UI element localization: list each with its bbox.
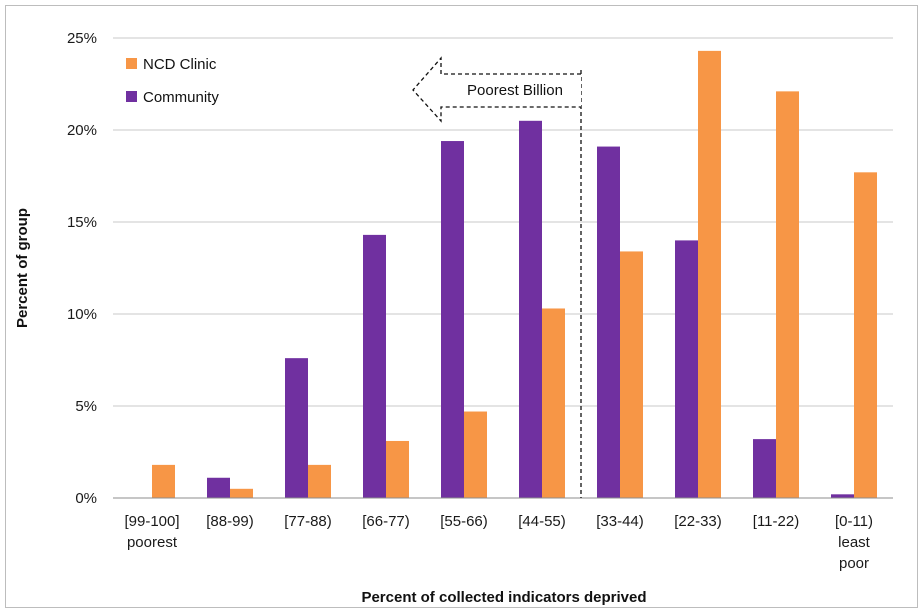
y-tick-label: 0% — [75, 490, 97, 507]
x-tick-labels: [99-100] poorest [88-99) [77-88) [66-77) [55-… — [124, 513, 873, 572]
bar-community-9 — [831, 494, 854, 498]
poorest-billion-label: Poorest Billion — [467, 82, 563, 99]
bar-ncd-clinic-4 — [464, 411, 487, 498]
x-tick-label: poorest — [127, 534, 178, 551]
y-tick-label: 15% — [67, 214, 97, 231]
poorest-billion-arrow — [412, 56, 581, 123]
bar-ncd-clinic-2 — [308, 464, 331, 498]
x-tick-label: [33-44) — [596, 513, 644, 530]
bar-community-3 — [363, 234, 386, 498]
legend-swatch-ncd-clinic — [126, 58, 137, 69]
x-tick-label: [66-77) — [362, 513, 410, 530]
x-tick-label: [77-88) — [284, 513, 332, 530]
bar-ncd-clinic-9 — [854, 172, 877, 498]
x-tick-label: [99-100] — [124, 513, 179, 530]
x-tick-label: [55-66) — [440, 513, 488, 530]
x-axis-title: Percent of collected indicators deprived — [361, 589, 646, 606]
legend: NCD Clinic Community — [126, 56, 219, 106]
bar-ncd-clinic-7 — [698, 50, 721, 498]
y-tick-label: 25% — [67, 30, 97, 47]
y-tick-label: 10% — [67, 306, 97, 323]
bar-ncd-clinic-0 — [152, 464, 175, 498]
bar-community-2 — [285, 358, 308, 498]
bar-ncd-clinic-1 — [230, 488, 253, 498]
x-tick-label: poor — [839, 555, 869, 572]
bar-community-6 — [597, 146, 620, 498]
x-tick-label: [88-99) — [206, 513, 254, 530]
x-tick-label: [0-11) — [835, 513, 873, 530]
y-tick-label: 5% — [75, 398, 97, 415]
bar-ncd-clinic-6 — [620, 251, 643, 498]
legend-label-ncd-clinic: NCD Clinic — [143, 56, 217, 73]
bars — [152, 50, 877, 499]
gridlines — [113, 37, 893, 407]
y-tick-labels: 0% 5% 10% 15% 20% 25% — [67, 30, 97, 507]
bar-community-5 — [519, 120, 542, 499]
bar-community-8 — [753, 439, 776, 498]
legend-swatch-community — [126, 91, 137, 102]
poorest-billion-annotation: Poorest Billion — [412, 56, 582, 498]
x-tick-label: [44-55) — [518, 513, 566, 530]
bar-ncd-clinic-8 — [776, 91, 799, 499]
bar-ncd-clinic-3 — [386, 440, 409, 498]
bar-community-7 — [675, 240, 698, 498]
bar-community-1 — [207, 477, 230, 498]
y-axis-title: Percent of group — [14, 208, 31, 328]
bar-ncd-clinic-5 — [542, 308, 565, 498]
legend-label-community: Community — [143, 89, 219, 106]
y-tick-label: 20% — [67, 122, 97, 139]
bar-community-4 — [441, 141, 464, 499]
x-tick-label: least — [838, 534, 871, 551]
x-tick-label: [11-22) — [753, 513, 799, 530]
x-tick-label: [22-33) — [674, 513, 722, 530]
